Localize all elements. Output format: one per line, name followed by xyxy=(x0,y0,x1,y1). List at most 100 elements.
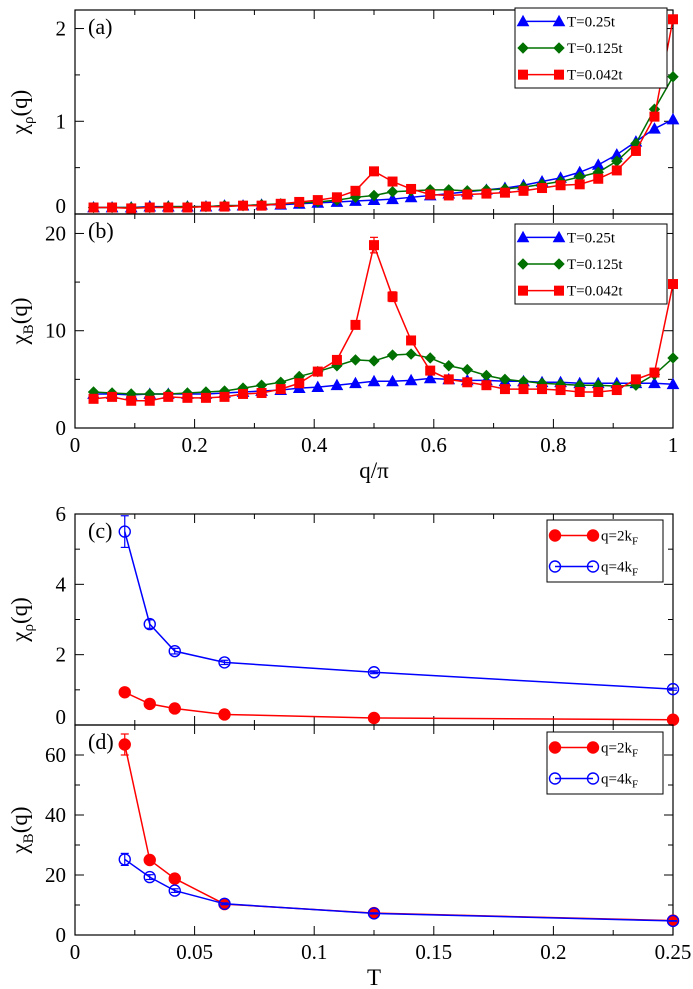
y-axis-label: χB(q) xyxy=(7,297,37,345)
legend-series-2-point xyxy=(548,560,562,573)
x-tick-label: 0.2 xyxy=(181,433,207,457)
series-3-point xyxy=(668,279,678,290)
series-3-point xyxy=(182,392,193,403)
series-3-point xyxy=(275,198,286,209)
series-3-point xyxy=(593,387,604,398)
series-3-point xyxy=(350,319,361,330)
series-3-point xyxy=(107,391,118,402)
y-tick-label: 20 xyxy=(45,863,66,887)
legend-series-1-point xyxy=(552,14,566,27)
series-3-point xyxy=(425,365,436,376)
legend-label: T=0.25t xyxy=(567,14,616,30)
x-tick-label: 0.4 xyxy=(301,433,328,457)
series-3-point xyxy=(144,202,155,213)
legend-label: T=0.25t xyxy=(567,230,616,246)
x-tick-label: 0.6 xyxy=(421,433,447,457)
y-axis-label: χB(q) xyxy=(7,806,37,854)
series-3-point xyxy=(499,187,510,198)
series-2-point xyxy=(367,907,381,920)
series-3-point xyxy=(518,384,529,395)
x-tick-label: 0.8 xyxy=(540,433,566,457)
series-2-line xyxy=(93,353,674,395)
series-3-point xyxy=(88,393,99,404)
series-3 xyxy=(88,236,678,406)
series-2-point xyxy=(461,363,473,376)
y-tick-label: 1 xyxy=(56,109,67,133)
legend-series-3-point xyxy=(518,285,528,296)
legend-label: q=2kF xyxy=(601,741,638,760)
series-1-point xyxy=(143,697,156,711)
series-2-point xyxy=(367,666,381,679)
series-1-point xyxy=(666,377,680,390)
series-1-point xyxy=(648,122,661,134)
x-tick-label: 0 xyxy=(70,433,81,457)
series-3-point xyxy=(443,190,454,201)
series-3-point xyxy=(294,196,305,207)
series-3-point xyxy=(275,384,286,395)
series-1 xyxy=(87,371,680,400)
series-3-point xyxy=(200,201,211,212)
series-3-point xyxy=(611,385,622,396)
series-3-point xyxy=(107,202,118,213)
series-3-point xyxy=(312,195,323,206)
legend-label: q=2kF xyxy=(601,529,638,548)
legend-series-1-point xyxy=(586,741,600,754)
series-1 xyxy=(118,686,680,726)
series-3-point xyxy=(200,392,211,403)
series-1-point xyxy=(386,374,399,387)
series-2-point xyxy=(405,348,417,360)
series-3-point xyxy=(406,183,417,194)
series-1-point xyxy=(311,380,325,393)
series-3-point xyxy=(219,391,230,402)
series-3-point xyxy=(555,180,566,191)
y-tick-label: 20 xyxy=(45,221,66,245)
legend-label: T=0.042t xyxy=(567,284,623,300)
legend: q=2kF q=4kF xyxy=(546,731,664,795)
series-2-line xyxy=(93,76,674,209)
series-1-point xyxy=(404,373,418,386)
series-3-point xyxy=(518,185,529,196)
legend-series-1-point xyxy=(516,14,530,27)
series-2-point xyxy=(424,352,436,364)
series-1-point xyxy=(666,112,680,125)
series-3-point xyxy=(238,388,249,399)
series-3-point xyxy=(425,189,436,200)
panel-c: 0 2 4 6 χρ(q) (c) q=2kF q=4kF xyxy=(7,502,680,729)
y-tick-label: 0 xyxy=(56,923,67,947)
series-3-point xyxy=(462,377,473,388)
legend: q=2kF q=4kF xyxy=(546,519,664,583)
series-1-point xyxy=(648,376,661,389)
series-3-point xyxy=(537,183,548,194)
series-3-point xyxy=(387,291,398,302)
series-3-point xyxy=(294,378,305,389)
panel-label: (c) xyxy=(88,518,112,543)
series-1-line xyxy=(124,691,674,721)
legend-series-3-point xyxy=(554,285,564,296)
series-3-point xyxy=(574,387,585,398)
x-tick-label: 0.25 xyxy=(655,940,692,964)
series-2-point xyxy=(667,71,679,83)
series-2-point xyxy=(386,349,399,361)
x-tick-label: 1 xyxy=(668,433,679,457)
legend-series-3-point xyxy=(554,69,564,80)
series-3-point xyxy=(219,201,230,212)
panel-label: (b) xyxy=(88,218,114,243)
panel-label: (d) xyxy=(88,729,114,754)
y-tick-label: 10 xyxy=(45,319,66,343)
x-axis-label: T xyxy=(367,965,381,989)
series-1 xyxy=(87,112,680,213)
legend-series-1-point xyxy=(548,741,562,754)
legend-label: T=0.125t xyxy=(567,257,623,273)
series-2-point xyxy=(143,870,156,884)
legend-series-1-point xyxy=(586,529,600,542)
series-3-point xyxy=(611,165,622,176)
series-2-line xyxy=(124,531,674,690)
series-1-point xyxy=(118,738,131,751)
series-2-point xyxy=(143,617,156,631)
y-tick-label: 6 xyxy=(56,502,67,526)
series-2-point xyxy=(368,189,380,202)
series-3-point xyxy=(256,200,267,211)
legend-label: T=0.125t xyxy=(567,41,623,57)
